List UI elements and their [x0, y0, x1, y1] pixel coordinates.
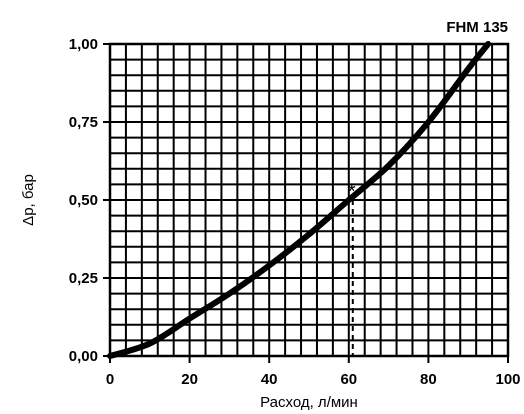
- y-tick-label: 0,00: [69, 348, 98, 365]
- data-point: [467, 68, 469, 70]
- x-tick-label: 60: [340, 371, 357, 388]
- data-point: [348, 199, 350, 201]
- data-point: [228, 293, 230, 295]
- chart-title: FHM 135: [446, 19, 508, 36]
- reference-point-annotation: *: [348, 181, 356, 203]
- x-tick-label: 80: [420, 371, 437, 388]
- grid: [109, 43, 509, 357]
- y-tick-label: 0,50: [69, 192, 98, 209]
- x-tick-label: 100: [495, 371, 520, 388]
- y-tick-label: 0,75: [69, 114, 98, 131]
- y-axis-ticks: 0,00 0,25 0,50 0,75 1,00: [69, 36, 110, 365]
- data-point: [388, 165, 390, 167]
- data-point: [268, 265, 270, 267]
- y-axis-label: Δp, бар: [20, 174, 37, 226]
- x-tick-label: 20: [181, 371, 198, 388]
- series-group: [107, 41, 492, 359]
- x-tick-label: 40: [261, 371, 278, 388]
- y-tick-label: 1,00: [69, 36, 98, 53]
- data-point: [149, 343, 151, 345]
- x-axis-label: Расход, л/мин: [260, 394, 358, 411]
- data-point: [487, 43, 489, 45]
- y-tick-label: 0,25: [69, 270, 98, 287]
- x-axis-ticks: 0 20 40 60 80 100: [106, 356, 521, 388]
- data-point: [427, 121, 429, 123]
- reference-lines: [110, 199, 354, 356]
- data-point: [308, 233, 310, 235]
- x-tick-label: 0: [106, 371, 114, 388]
- data-point: [189, 318, 191, 320]
